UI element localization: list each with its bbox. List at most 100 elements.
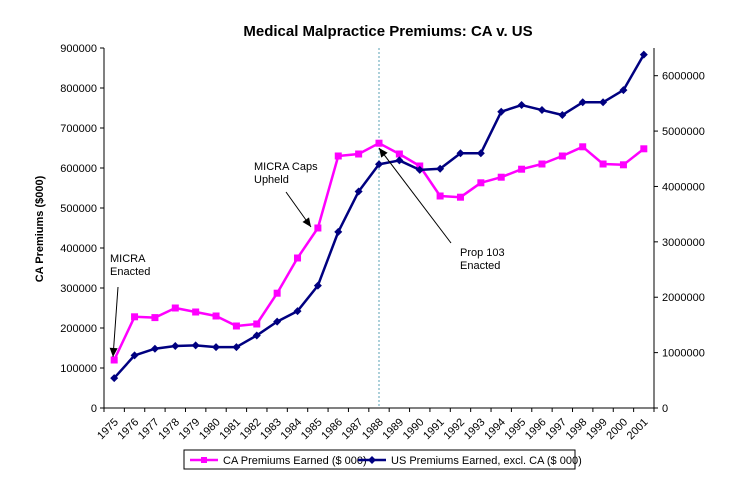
legend-label-ca: CA Premiums Earned ($ 000) [223,455,367,467]
data-point-us [313,281,322,290]
x-tick-label: 1990 [401,416,427,442]
x-tick-label: 1987 [340,416,366,442]
data-point-ca [436,192,444,200]
annotation-prop103-arrow [378,147,452,244]
data-point-us [476,149,485,158]
x-tick-label: 1999 [584,416,610,442]
annotation-micra-enacted-arrow [112,286,119,358]
y-tick-label: 100000 [60,363,97,375]
x-tick-label: 1981 [217,416,243,442]
legend: CA Premiums Earned ($ 000) US Premiums E… [183,449,582,470]
data-point-ca [355,150,363,158]
data-point-ca [232,322,240,330]
x-tick-label: 1996 [523,416,549,442]
data-point-ca [131,313,139,321]
data-point-ca [619,161,627,169]
x-tick-label: 1977 [136,416,162,442]
data-point-us [537,106,546,115]
y-tick-label: 400000 [60,243,97,255]
y2-tick-label: 1000000 [662,348,705,360]
y-tick-label: 800000 [60,83,97,95]
data-point-ca [640,145,648,153]
data-point-us [354,187,363,196]
x-tick-label: 1978 [156,416,182,442]
data-point-ca [294,254,302,262]
data-point-us [456,149,465,158]
annotation-micra-caps-text: Upheld [254,174,289,186]
annotation-micra-enacted-arrowhead [109,347,118,357]
y-tick-label: 0 [91,403,97,415]
data-point-ca [497,173,505,181]
y-tick-label: 500000 [60,203,97,215]
data-point-us [639,50,648,59]
x-tick-label: 2000 [604,416,630,442]
y2-tick-label: 3000000 [662,237,705,249]
data-point-ca [334,152,342,160]
x-tick-label: 1997 [543,416,569,442]
x-tick-label: 1991 [421,416,447,442]
annotation-prop103-text: Prop 103 [460,247,505,259]
data-point-ca [599,160,607,168]
right-axis-ticks: 0 1000000 2000000 3000000 4000000 5000000 6000… [654,71,705,415]
data-point-ca [395,150,403,158]
x-tick-label: 1975 [95,416,121,442]
data-point-us [171,341,180,350]
annotation-micra-caps-arrowhead [302,217,311,227]
x-axis-ticks: 1975197619771978197919801981198219831984… [95,408,655,442]
x-tick-label: 1988 [360,416,386,442]
y-tick-label: 200000 [60,323,97,335]
x-tick-label: 1995 [503,416,529,442]
data-point-us [191,341,200,350]
data-point-ca [110,356,118,364]
legend-marker-ca [201,457,207,463]
y2-tick-label: 0 [662,403,668,415]
y2-tick-label: 5000000 [662,126,705,138]
legend-marker-us [368,456,376,464]
y-axis-title: CA Premiums ($000) [34,175,46,282]
y-tick-label: 900000 [60,43,97,55]
y2-tick-label: 6000000 [662,71,705,83]
x-tick-label: 1982 [238,416,264,442]
data-point-us [517,101,526,110]
series-line-ca [113,141,645,361]
data-point-us [497,107,506,116]
y2-tick-label: 4000000 [662,181,705,193]
data-point-ca [375,139,383,147]
data-point-ca [273,289,281,297]
chart-title: Medical Malpractice Premiums: CA v. US [243,23,532,40]
data-point-us [110,374,119,383]
data-point-us [150,344,159,353]
data-point-ca [456,193,464,201]
data-point-us [558,111,567,120]
data-point-us [334,227,343,236]
data-point-us [252,331,261,340]
annotation-micra-caps-text: MICRA Caps [254,161,318,173]
x-tick-label: 1983 [258,416,284,442]
data-point-ca [253,320,261,328]
x-tick-label: 1984 [279,416,305,442]
data-point-us [578,98,587,107]
y2-tick-label: 2000000 [662,292,705,304]
data-point-us [599,98,608,107]
data-point-ca [558,152,566,160]
annotation-prop103-arrowhead [379,148,388,158]
x-tick-label: 1993 [462,416,488,442]
x-tick-label: 1980 [197,416,223,442]
data-point-us [130,351,139,360]
data-point-ca [579,143,587,151]
axes [103,48,655,409]
left-axis-ticks: 0 100000 200000 300000 400000 500000 600000 700… [60,43,104,415]
data-point-ca [518,165,526,173]
data-point-us [375,160,383,169]
data-point-ca [212,312,220,320]
x-tick-label: 1985 [299,416,325,442]
y-tick-label: 600000 [60,163,97,175]
data-point-ca [192,308,200,316]
data-point-ca [538,160,546,168]
data-point-ca [151,314,159,322]
data-point-us [415,165,424,174]
data-point-ca [171,304,179,312]
x-tick-label: 1976 [116,416,142,442]
